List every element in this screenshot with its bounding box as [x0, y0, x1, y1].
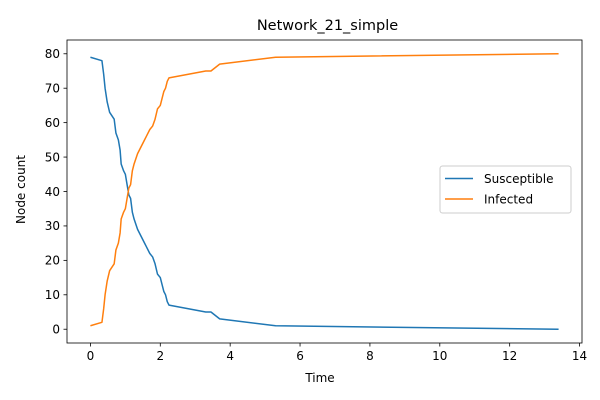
y-tick-label: 0 [52, 323, 60, 337]
x-tick-label: 12 [502, 349, 517, 363]
series-line-infected [90, 53, 559, 327]
x-axis-label: Time [304, 371, 334, 385]
y-tick-label: 50 [45, 150, 60, 164]
y-tick-label: 80 [45, 47, 60, 61]
y-tick-label: 10 [45, 288, 60, 302]
y-tick-label: 60 [45, 116, 60, 130]
legend-label-susceptible: Susceptible [484, 172, 553, 186]
x-tick-label: 0 [87, 349, 95, 363]
x-tick-label: 6 [296, 349, 304, 363]
y-tick-label: 30 [45, 219, 60, 233]
legend: Susceptible Infected [439, 165, 572, 214]
x-tick-label: 2 [156, 349, 164, 363]
ticks-layer: 0 2 4 6 8 10 12 14 0 10 20 30 40 50 60 70 80 [45, 47, 587, 363]
x-tick-label: 10 [432, 349, 447, 363]
series-line-susceptible [90, 56, 559, 330]
x-tick-label: 8 [366, 349, 374, 363]
chart-title: Network_21_simple [257, 18, 398, 34]
y-tick-label: 40 [45, 185, 60, 199]
x-tick-label: 4 [226, 349, 234, 363]
legend-label-infected: Infected [484, 192, 533, 206]
y-axis-label: Node count [14, 155, 28, 224]
y-tick-label: 70 [45, 82, 60, 96]
x-tick-label: 14 [572, 349, 587, 363]
y-tick-label: 20 [45, 254, 60, 268]
